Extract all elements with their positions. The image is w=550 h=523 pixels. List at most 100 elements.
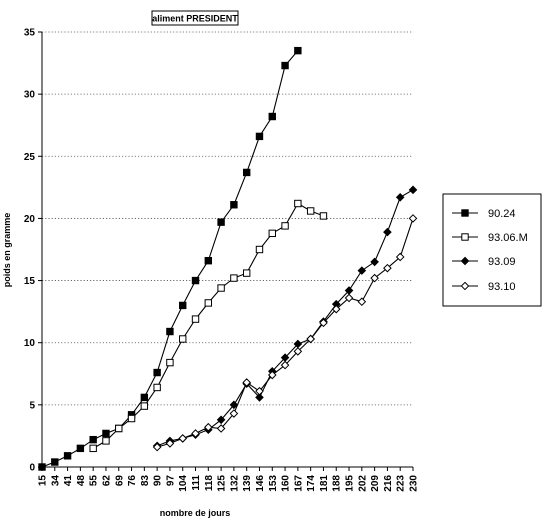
x-tick-label: 174: [306, 475, 317, 492]
x-tick-label: 69: [114, 475, 125, 487]
chart-title-box: aliment PRESIDENT: [151, 10, 239, 26]
data-point: [319, 318, 328, 328]
data-point: [191, 276, 200, 285]
data-point: [204, 256, 213, 265]
y-axis-title: poids en gramme: [2, 213, 12, 288]
data-point: [357, 266, 367, 275]
legend-label: 93.06.M: [488, 232, 528, 244]
x-tick-label: 55: [89, 475, 100, 487]
data-point: [294, 46, 302, 55]
data-point: [38, 463, 46, 471]
data-point: [127, 414, 136, 423]
data-point: [153, 368, 161, 377]
x-tick-label: 195: [345, 475, 356, 492]
chart-title: aliment PRESIDENT: [152, 14, 238, 24]
y-tick-label: 35: [24, 28, 36, 39]
legend-item: 93.10: [452, 281, 516, 293]
series-93-10: [152, 214, 418, 452]
x-tick-label: 132: [229, 475, 240, 492]
data-point: [217, 218, 225, 226]
data-point: [255, 132, 264, 141]
data-point: [268, 112, 276, 121]
x-tick-label: 167: [293, 475, 304, 492]
data-point: [229, 400, 239, 410]
x-tick-label: 230: [409, 475, 420, 492]
data-point: [395, 252, 405, 262]
x-tick-labels: 15 34 41 48 55 62 69 76 83 90 97 104 111 118 125 132 139…: [38, 475, 420, 492]
data-point: [140, 393, 149, 402]
x-tick-label: 34: [50, 475, 61, 487]
series-90-24: [38, 46, 302, 471]
data-point: [230, 274, 238, 282]
data-point: [166, 327, 174, 336]
data-point: [268, 229, 276, 238]
y-tick-label: 5: [29, 400, 35, 411]
y-tick-label: 15: [24, 276, 36, 287]
data-point: [294, 199, 302, 208]
data-point: [281, 61, 289, 70]
series-line: [156, 218, 414, 448]
data-point: [191, 315, 200, 323]
x-tick-label: 97: [165, 475, 176, 487]
data-point: [229, 409, 239, 418]
data-point: [152, 442, 162, 452]
legend-item: 90.24: [452, 208, 516, 220]
x-tick-label: 188: [332, 475, 343, 492]
data-point: [280, 360, 290, 370]
legend-item: 93.09: [452, 256, 516, 268]
data-point: [204, 299, 213, 307]
data-point: [319, 212, 328, 220]
data-point: [267, 370, 277, 380]
data-point: [51, 458, 59, 466]
data-point: [76, 444, 85, 453]
data-point: [242, 378, 251, 387]
y-tick-labels: 0 5 10 15 20 25 30 35: [24, 28, 36, 474]
x-tick-label: 223: [396, 475, 407, 492]
data-point: [255, 393, 264, 402]
data-point: [217, 284, 225, 292]
data-point: [178, 434, 188, 443]
data-point: [408, 214, 418, 223]
legend-label: 90.24: [488, 208, 516, 220]
data-point: [63, 452, 72, 460]
data-point: [216, 424, 226, 433]
x-tick-label: 216: [383, 475, 394, 492]
series-line: [92, 202, 324, 449]
data-point: [370, 257, 379, 267]
data-point: [216, 415, 226, 425]
data-point: [460, 281, 470, 291]
series-93-06-M: [89, 199, 328, 453]
x-tick-label: 76: [127, 475, 138, 487]
data-point: [89, 444, 97, 453]
data-point: [383, 263, 392, 273]
data-point: [242, 168, 251, 177]
legend-label: 93.10: [488, 281, 516, 293]
data-point: [461, 233, 469, 241]
x-tick-label: 139: [242, 475, 253, 492]
x-tick-label: 48: [76, 475, 87, 487]
data-point: [179, 335, 187, 343]
x-tick-label: 15: [38, 475, 49, 487]
y-tick-label: 30: [24, 90, 36, 101]
data-point: [166, 358, 174, 367]
series-lines: [38, 46, 418, 471]
data-point: [165, 439, 175, 448]
data-point: [357, 297, 367, 307]
legend-label: 93.09: [488, 256, 516, 268]
data-point: [306, 207, 315, 215]
y-tick-label: 25: [24, 152, 36, 163]
data-point: [115, 424, 123, 433]
x-tick-label: 62: [101, 475, 112, 487]
y-tick-label: 0: [29, 463, 35, 474]
x-tick-label: 202: [357, 475, 368, 492]
y-tick-label: 20: [24, 214, 36, 225]
data-point: [344, 293, 354, 303]
x-tick-label: 146: [255, 475, 266, 492]
data-point: [395, 192, 405, 202]
data-point: [460, 256, 470, 266]
data-point: [306, 334, 315, 344]
x-axis-title: nombre de jours: [160, 508, 231, 518]
x-tick-label: 160: [281, 475, 292, 492]
data-point: [153, 383, 161, 392]
